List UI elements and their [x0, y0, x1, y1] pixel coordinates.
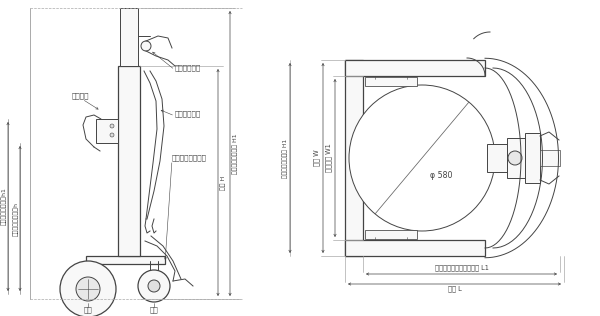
Text: 前輪: 前輪	[83, 307, 92, 313]
Circle shape	[138, 270, 170, 302]
Text: 全高 H: 全高 H	[220, 175, 226, 190]
Bar	[540, 150, 560, 166]
Text: 全長 L: 全長 L	[448, 286, 461, 292]
Text: ペダル折りたたみ時全長 L1: ペダル折りたたみ時全長 L1	[434, 265, 488, 271]
Circle shape	[76, 277, 100, 301]
Text: φ 580: φ 580	[430, 172, 452, 180]
Bar	[345, 60, 363, 256]
Bar	[487, 144, 507, 172]
Circle shape	[508, 151, 522, 165]
Text: 操向ハンドル: 操向ハンドル	[175, 111, 201, 117]
Text: チャック: チャック	[72, 93, 89, 99]
Bar	[345, 60, 485, 76]
Circle shape	[110, 133, 114, 137]
Bar	[365, 77, 417, 86]
Circle shape	[110, 124, 114, 128]
Circle shape	[60, 261, 116, 316]
Text: 上昇足踏みペダル: 上昇足踏みペダル	[172, 155, 207, 161]
Text: 最大リフト時全高 H1: 最大リフト時全高 H1	[232, 133, 238, 174]
Bar	[118, 66, 140, 256]
Bar	[525, 133, 540, 183]
Circle shape	[349, 85, 495, 231]
Text: 最大リフト時全高 H1: 最大リフト時全高 H1	[282, 138, 288, 178]
Bar	[86, 256, 165, 264]
Text: 前輪内幅 W1: 前輪内幅 W1	[326, 144, 332, 172]
Bar	[96, 119, 118, 143]
Text: 下降ハンドル: 下降ハンドル	[175, 65, 201, 71]
Circle shape	[141, 41, 151, 51]
Bar	[365, 230, 417, 239]
Text: 全幅 W: 全幅 W	[314, 150, 320, 166]
Text: 最低チャック高さh: 最低チャック高さh	[13, 202, 19, 235]
Circle shape	[148, 280, 160, 292]
Bar	[507, 138, 525, 178]
Text: 最高チャック高さh1: 最高チャック高さh1	[1, 188, 7, 225]
Text: 後輪: 後輪	[149, 307, 158, 313]
Bar	[120, 8, 138, 66]
Bar	[345, 240, 485, 256]
